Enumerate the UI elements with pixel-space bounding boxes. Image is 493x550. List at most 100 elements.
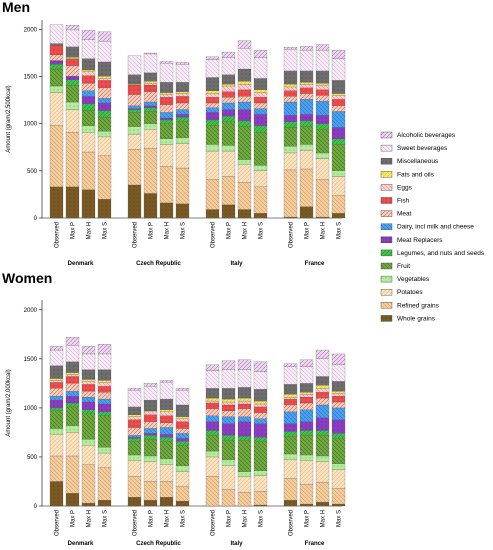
bar-segment [127, 438, 142, 442]
bar-segment [283, 431, 298, 437]
bar-segment [65, 455, 80, 494]
category-label: Max S [103, 222, 109, 239]
bar-segment [253, 50, 268, 58]
bar-segment [221, 440, 236, 461]
bar-segment [315, 376, 330, 386]
bar-segment [127, 105, 142, 109]
bar-segment [81, 83, 96, 91]
y-tick-label: 1000 [24, 406, 38, 412]
bar-segment [253, 371, 268, 390]
y-tick-label: 500 [27, 169, 38, 175]
bar-segment [97, 131, 112, 138]
y-tick-label: 1500 [24, 75, 38, 81]
bar-segment [299, 484, 314, 505]
bar-segment [283, 499, 298, 507]
bar-segment [143, 499, 158, 507]
bar-segment [315, 358, 330, 377]
legend-swatch [380, 302, 393, 309]
bar-segment [331, 138, 346, 145]
category-label: Max S [337, 222, 343, 239]
bar-segment [175, 143, 190, 169]
bar-segment [97, 80, 112, 89]
bar-segment [283, 101, 298, 116]
bar-segment [49, 380, 64, 383]
bar-segment [127, 427, 142, 436]
bar-segment [127, 84, 142, 95]
legend-swatch [380, 131, 393, 139]
bar-segment [253, 125, 268, 133]
bar-segment [283, 83, 298, 88]
bar-segment [65, 25, 80, 31]
bar-segment [205, 364, 220, 371]
bar-segment [49, 186, 64, 219]
bar-segment [81, 464, 96, 504]
bar-segment [221, 410, 236, 417]
bar-segment [81, 381, 96, 385]
bar-segment [331, 80, 346, 94]
bar-segment [221, 102, 236, 110]
category-label: Max P [71, 510, 77, 527]
category-label: Observed [55, 222, 61, 248]
bar-segment [253, 491, 268, 506]
category-label: Max P [149, 222, 155, 239]
bar-segment [175, 93, 190, 97]
bar-segment [299, 50, 314, 72]
category-label: Max P [227, 510, 233, 527]
bar-segment [143, 399, 158, 411]
bar-segment [97, 75, 112, 79]
bar-segment [205, 209, 220, 219]
bar-segment [65, 425, 80, 433]
bar-segment [175, 82, 190, 92]
bar-segment [175, 121, 190, 138]
bar-segment [127, 109, 142, 113]
bar-segment [127, 112, 142, 127]
legend-label: Dairy, incl milk and cheese [397, 224, 474, 231]
legend-swatch [380, 315, 393, 322]
bar-segment [299, 392, 314, 395]
bar-segment [253, 418, 268, 424]
legend-swatch [380, 223, 393, 230]
bar-segment [159, 92, 174, 95]
bar-segment [143, 428, 158, 434]
bar-segment [283, 404, 298, 412]
bar-segment [205, 125, 220, 145]
y-tick-label: 500 [27, 455, 38, 461]
bar-segment [237, 421, 252, 437]
bar-segment [253, 470, 268, 476]
bar-segment [159, 464, 174, 482]
bar-segment [221, 369, 236, 389]
bar-segment [81, 151, 96, 190]
bar-segment [97, 110, 112, 118]
bar-segment [65, 383, 80, 392]
bar-segment [205, 415, 220, 422]
bar-segment [221, 489, 236, 507]
bar-segment [253, 441, 268, 471]
bar-segment [49, 455, 64, 482]
bar-segment [97, 467, 112, 501]
bar-segment [175, 390, 190, 406]
bar-segment [331, 353, 346, 365]
bar-segment [143, 414, 158, 422]
bar-segment [331, 469, 346, 489]
y-tick-label: 2000 [24, 308, 38, 314]
bar-segment [299, 144, 314, 151]
bar-segment [237, 416, 252, 422]
bar-segment [283, 398, 298, 406]
bar-segment [143, 481, 158, 501]
bar-segment [315, 482, 330, 503]
bar-segment [221, 459, 236, 466]
bar-segment [237, 101, 252, 110]
bar-segment [127, 74, 142, 85]
bar-segment [143, 84, 158, 92]
bar-segment [65, 432, 80, 457]
bar-segment [315, 216, 330, 219]
bar-segment [283, 90, 298, 97]
bar-segment [81, 96, 96, 105]
bar-segment [205, 119, 220, 126]
legend-swatch [380, 275, 393, 283]
legend-swatch [380, 184, 393, 191]
bar-segment [221, 465, 236, 490]
bar-segment [159, 458, 174, 465]
bar-segment [253, 361, 268, 372]
bar-segment [175, 62, 190, 65]
